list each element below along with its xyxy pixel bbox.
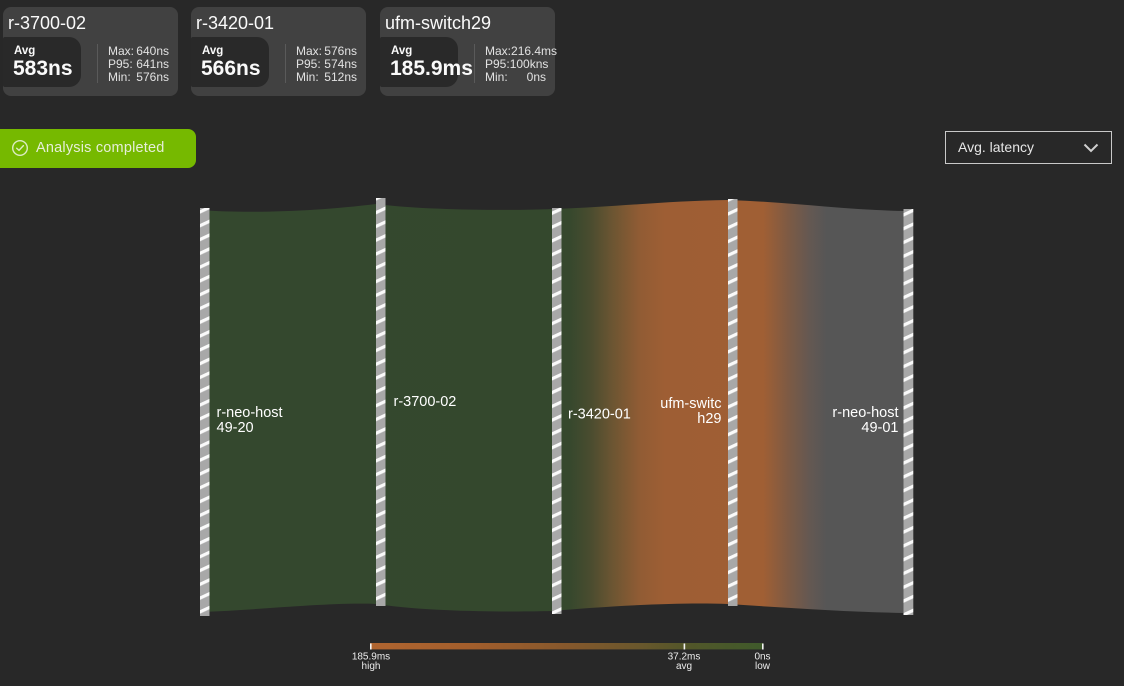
svg-text:49-01: 49-01 (861, 420, 898, 436)
svg-text:avg: avg (676, 661, 692, 672)
svg-text:r-3420-01: r-3420-01 (568, 407, 631, 423)
svg-text:low: low (755, 661, 771, 672)
svg-text:high: high (362, 661, 381, 672)
svg-text:185.9ms: 185.9ms (352, 652, 390, 663)
svg-text:r-neo-host: r-neo-host (832, 405, 898, 421)
svg-text:h29: h29 (697, 411, 721, 427)
svg-text:r-3700-02: r-3700-02 (394, 394, 457, 410)
svg-text:r-neo-host: r-neo-host (217, 405, 283, 421)
svg-text:49-20: 49-20 (217, 420, 254, 436)
svg-text:37.2ms: 37.2ms (668, 652, 701, 663)
svg-text:0ns: 0ns (754, 652, 770, 663)
svg-text:ufm-switc: ufm-switc (660, 396, 721, 412)
